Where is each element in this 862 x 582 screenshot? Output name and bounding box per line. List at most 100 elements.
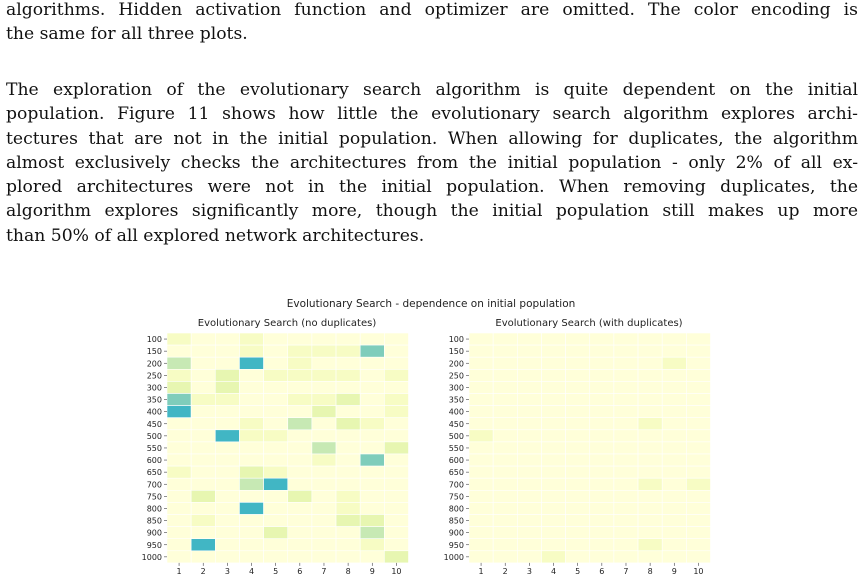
x-tick-label: 8 (346, 567, 351, 576)
heatmap-cell (359, 453, 385, 467)
heatmap-cell (565, 538, 591, 552)
y-tick-label: 150 (449, 347, 464, 356)
x-tick-label: 1 (177, 567, 182, 576)
heatmap-cell (516, 453, 542, 467)
heatmap-cell (613, 368, 639, 382)
heatmap-cell (541, 429, 566, 443)
heatmap-cell (311, 429, 337, 443)
heatmap-cell (190, 344, 216, 358)
heatmap-cell (541, 393, 566, 406)
heatmap-cell (239, 465, 264, 479)
x-tick-label: 7 (623, 567, 628, 576)
heatmap-cell (492, 393, 518, 406)
heatmap-cell (661, 550, 687, 564)
heatmap-cell (516, 429, 542, 443)
heatmap-cell (565, 368, 591, 382)
heatmap-cell (287, 502, 313, 515)
heatmap-cell (565, 550, 591, 564)
heatmap-cell (215, 332, 240, 346)
heatmap-cell (516, 405, 542, 419)
heatmap-cell (311, 489, 337, 503)
heatmap-cell (311, 332, 337, 346)
figure-title: Evolutionary Search - dependence on init… (287, 298, 576, 310)
heatmap-cell (661, 502, 687, 515)
y-tick-label: 500 (449, 432, 464, 441)
heatmap-cell (166, 332, 192, 346)
heatmap-cell (359, 489, 385, 503)
heatmap-cell (287, 453, 313, 467)
heatmap-cell (384, 417, 409, 431)
heatmap-cell (613, 344, 639, 358)
heatmap-cell (190, 368, 216, 382)
panel-title: Evolutionary Search (with duplicates) (495, 318, 682, 329)
heatmap-cell (311, 381, 337, 394)
heatmap-cell (468, 489, 494, 503)
x-tick-label: 4 (249, 567, 254, 576)
heatmap-cell (263, 526, 289, 539)
heatmap-cell (637, 477, 663, 491)
heatmap-cell (565, 502, 591, 515)
y-tick-label: 300 (449, 383, 464, 392)
paragraph-main-line: algorithm explores significantly more, t… (6, 201, 858, 222)
heatmap-cell (613, 381, 639, 394)
paragraph-main-line: The exploration of the evolutionary sear… (6, 80, 858, 100)
y-tick-label: 700 (449, 480, 464, 489)
heatmap-cell (359, 368, 385, 382)
heatmap-cell (335, 453, 361, 467)
heatmap-cell (359, 465, 385, 479)
heatmap-cell (190, 502, 216, 515)
heatmap-cell (239, 526, 264, 539)
heatmap-cell (468, 393, 494, 406)
heatmap-cell (492, 465, 518, 479)
heatmap-cell (239, 502, 264, 515)
heatmap-cell (589, 332, 615, 346)
heatmap-cell (190, 477, 216, 491)
heatmap-cell (166, 344, 192, 358)
heatmap-cell (287, 417, 313, 431)
heatmap-cell (468, 356, 494, 370)
heatmap-cell (686, 332, 711, 346)
heatmap-cell (190, 381, 216, 394)
heatmap-cell (166, 502, 192, 515)
heatmap-cell (335, 381, 361, 394)
heatmap-cell (384, 441, 409, 455)
heatmap-cell (565, 441, 591, 455)
heatmap-cell (686, 514, 711, 527)
heatmap-cell (565, 356, 591, 370)
heatmap-cell (492, 332, 518, 346)
heatmap-cell (287, 344, 313, 358)
heatmap-cell (565, 465, 591, 479)
heatmap-cell (661, 441, 687, 455)
y-tick-label: 350 (147, 396, 162, 405)
heatmap-cell (359, 477, 385, 491)
heatmap-cell (215, 489, 240, 503)
heatmap-cell (287, 441, 313, 455)
heatmap-cell (541, 441, 566, 455)
heatmap-cell (239, 405, 264, 419)
heatmap-cell (359, 344, 385, 358)
heatmap-cell (359, 381, 385, 394)
heatmap-cell (311, 417, 337, 431)
heatmap-cell (190, 550, 216, 564)
y-tick-label: 100 (449, 335, 464, 344)
y-tick-label: 750 (449, 492, 464, 501)
heatmap-cell (335, 489, 361, 503)
heatmap-cell (589, 489, 615, 503)
heatmap-cell (613, 502, 639, 515)
heatmap-cell (287, 550, 313, 564)
heatmap-cell (335, 441, 361, 455)
heatmap-cell (613, 465, 639, 479)
heatmap-cell (637, 332, 663, 346)
heatmap-cell (637, 429, 663, 443)
y-tick-label: 250 (147, 371, 162, 380)
heatmap-cell (565, 405, 591, 419)
heatmap-cell (686, 344, 711, 358)
heatmap-cell (492, 441, 518, 455)
heatmap-cell (637, 381, 663, 394)
heatmap-cell (661, 332, 687, 346)
heatmap-cell (215, 344, 240, 358)
heatmap-cell (516, 441, 542, 455)
heatmap-cell (215, 538, 240, 552)
heatmap-cell (565, 429, 591, 443)
heatmap-cell (589, 550, 615, 564)
